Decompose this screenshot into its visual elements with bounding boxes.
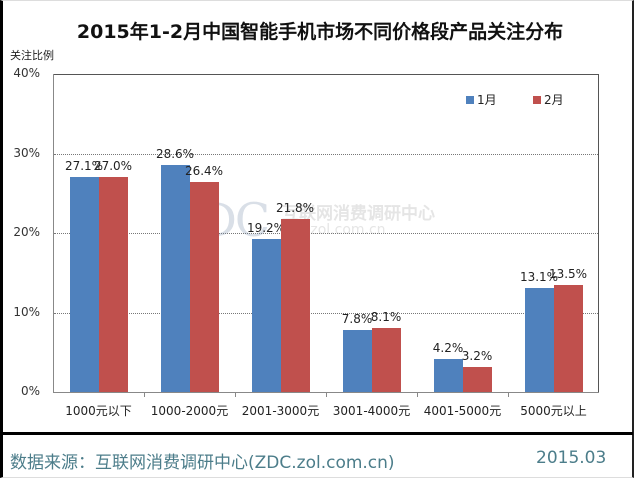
gridline [54,233,598,234]
x-tick-label: 4001-5000元 [423,404,502,418]
y-tick-label: 20% [13,225,40,239]
data-label: 13.5% [548,266,588,281]
data-label: 27.1% [64,158,104,173]
x-tick-label: 1000元以下 [65,404,132,418]
publish-date: 2015.03 [536,448,607,468]
legend-label-jan: 1月 [477,93,497,107]
bar-2月 [371,327,401,392]
data-source: 数据来源：互联网消费调研中心(ZDC.zol.com.cn) [10,453,395,473]
bar-1月 [160,164,190,392]
data-label: 3.2% [461,348,493,363]
data-label: 21.8% [275,200,315,215]
bar-1月 [251,239,281,392]
y-tick-label: 40% [13,66,40,80]
bar-1月 [342,329,372,392]
bar-2月 [189,182,219,392]
data-label: 8.1% [370,309,402,324]
y-tick-label: 30% [13,145,40,160]
x-tick-mark [144,392,145,397]
y-tick-label: 10% [13,304,40,319]
data-label: 26.4% [184,164,224,179]
bar-1月 [524,287,554,392]
gridline [54,153,598,155]
data-label: 19.2% [246,221,286,236]
bar-2月 [553,284,583,392]
bar-2月 [98,177,128,392]
y-tick-label: 0% [20,384,40,398]
data-label: 4.2% [432,340,464,355]
legend-item-feb: 2月 [533,91,564,108]
y-axis-line [53,74,54,393]
footer-divider [3,432,633,435]
x-tick-label: 3001-4000元 [332,404,411,418]
x-tick-mark [235,392,236,397]
bar-1月 [69,176,99,392]
data-label: 28.6% [155,146,195,161]
x-tick-label: 1000-2000元 [150,404,229,418]
x-tick-label: 2001-3000元 [241,404,320,418]
bar-2月 [462,366,492,392]
data-label: 27.0% [93,159,133,174]
x-tick-label: 5000元以上 [520,404,587,418]
data-label: 7.8% [341,311,373,326]
x-tick-mark [417,392,418,397]
legend-swatch-feb [533,95,541,104]
plot-area [53,74,599,392]
legend-item-jan: 1月 [466,91,497,108]
x-tick-mark [326,392,327,397]
legend-label-feb: 2月 [544,93,564,107]
y-axis-label: 关注比例 [10,49,54,62]
x-tick-mark [508,392,509,397]
chart-title: 2015年1-2月中国智能手机市场不同价格段产品关注分布 [76,21,564,43]
bar-1月 [433,358,463,392]
bar-2月 [280,218,310,392]
gridline [54,312,598,314]
data-label: 13.1% [519,269,559,284]
legend-swatch-jan [466,95,474,104]
